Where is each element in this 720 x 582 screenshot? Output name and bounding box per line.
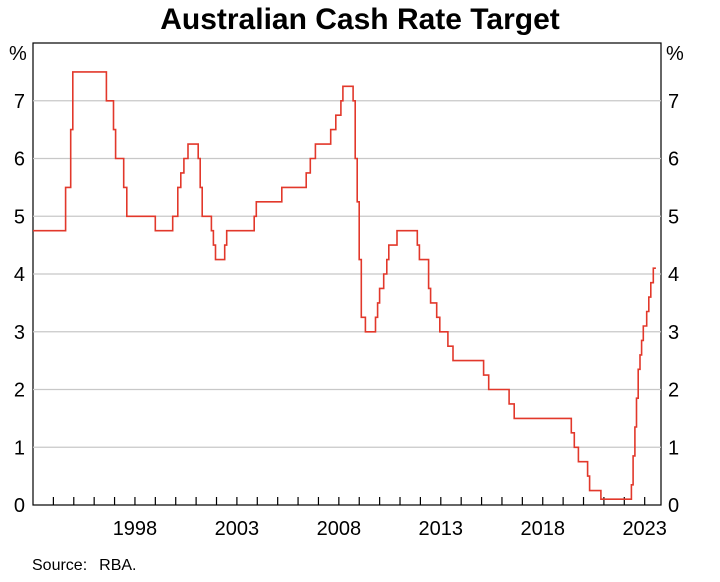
y-tick-label-right: 7 xyxy=(668,91,679,113)
x-tick-label: 1998 xyxy=(113,518,158,540)
y-tick-label-right: 1 xyxy=(668,437,679,459)
y-tick-label-left: 2 xyxy=(14,380,25,402)
x-tick-label: 2018 xyxy=(520,518,565,540)
x-tick-label: 2023 xyxy=(622,518,667,540)
series-layer xyxy=(33,71,656,500)
y-axis-labels: 0 0 1 1 2 2 3 3 4 4 5 5 6 6 7 7 xyxy=(14,91,679,517)
chart-area: 0 0 1 1 2 2 3 3 4 4 5 5 6 6 7 7 1998 2003 2008 2013 2018 202… xyxy=(9,42,684,540)
source-note: Source: RBA. xyxy=(32,556,136,576)
y-tick-label-left: 7 xyxy=(14,91,25,113)
y-axis-unit-right: % xyxy=(666,43,684,65)
y-tick-label-right: 0 xyxy=(668,495,679,517)
x-tick-label: 2008 xyxy=(317,518,362,540)
source-label: Source: xyxy=(32,557,88,574)
x-axis-ticks xyxy=(52,497,646,505)
y-tick-label-left: 0 xyxy=(14,495,25,517)
y-tick-label-left: 1 xyxy=(14,437,25,459)
gridlines xyxy=(33,100,661,448)
y-tick-label-left: 5 xyxy=(14,206,25,228)
x-tick-label: 2003 xyxy=(215,518,260,540)
source-value: RBA. xyxy=(99,557,137,574)
x-axis-labels: 1998 2003 2008 2013 2018 2023 xyxy=(113,518,667,540)
x-tick-label: 2013 xyxy=(419,518,464,540)
y-tick-label-right: 2 xyxy=(668,380,679,402)
y-tick-label-right: 5 xyxy=(668,206,679,228)
cash-rate-line xyxy=(33,71,656,500)
y-tick-label-left: 3 xyxy=(14,322,25,344)
chart-title: Australian Cash Rate Target xyxy=(160,3,560,36)
y-tick-label-left: 4 xyxy=(14,264,25,286)
y-tick-label-right: 3 xyxy=(668,322,679,344)
y-tick-label-right: 4 xyxy=(668,264,679,286)
y-tick-label-left: 6 xyxy=(14,149,25,171)
y-tick-label-right: 6 xyxy=(668,149,679,171)
y-axis-unit-left: % xyxy=(9,43,27,65)
